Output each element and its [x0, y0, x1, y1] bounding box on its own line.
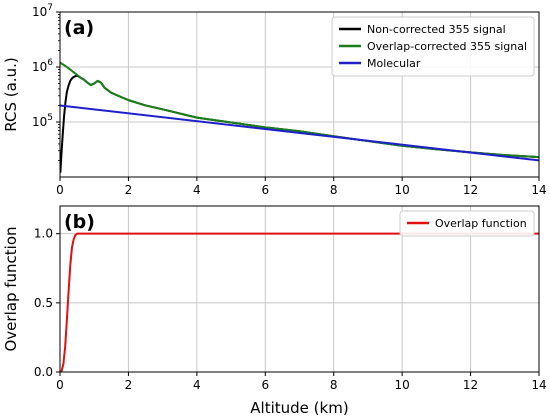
x-tick-label: 10 — [395, 378, 410, 392]
x-tick-label: 14 — [531, 378, 546, 392]
series-line-0 — [60, 232, 539, 372]
panel-label: (b) — [64, 211, 95, 233]
y-tick-label: 0.0 — [34, 365, 53, 379]
x-tick-label: 14 — [531, 183, 546, 197]
series-line-1 — [60, 61, 539, 159]
x-tick-label: 12 — [463, 183, 478, 197]
x-tick-label: 0 — [56, 183, 64, 197]
x-tick-label: 6 — [261, 378, 269, 392]
legend-label: Overlap function — [435, 217, 527, 230]
y-tick-label: 0.5 — [34, 296, 53, 310]
y-axis-label: RCS (a.u.) — [2, 57, 20, 131]
panel-a-chart: 0 2 4 6 8 10 12 14 105 106 107 RCS (a.u.) (a) Non-cor… — [2, 3, 547, 197]
x-tick-label: 2 — [125, 183, 133, 197]
y-axis-label: Overlap function — [2, 226, 20, 351]
y-tick-label: 105 — [32, 113, 53, 129]
x-tick-label: 12 — [463, 378, 478, 392]
panel-b-chart: 0 2 4 6 8 10 12 14 0.0 0.5 1.0 Overlap function Alti… — [2, 205, 547, 417]
y-tick-label: 1.0 — [34, 227, 53, 241]
x-tick-label: 10 — [395, 183, 410, 197]
y-tick-label: 106 — [32, 58, 53, 74]
legend-label: Non-corrected 355 signal — [367, 23, 506, 36]
series-line-2 — [60, 104, 539, 162]
panel-label: (a) — [64, 17, 94, 39]
plot-frame — [59, 205, 540, 373]
legend-label: Overlap-corrected 355 signal — [367, 40, 527, 53]
x-tick-label: 0 — [56, 378, 64, 392]
y-tick-label: 107 — [32, 3, 53, 19]
x-axis-label: Altitude (km) — [250, 399, 348, 417]
series-line-0 — [60, 74, 539, 173]
x-tick-label: 4 — [193, 378, 201, 392]
legend-label: Molecular — [367, 57, 421, 70]
legend-box — [399, 210, 535, 237]
x-tick-label: 6 — [261, 183, 269, 197]
legend-box — [331, 16, 535, 77]
x-tick-label: 8 — [330, 378, 338, 392]
x-tick-label: 4 — [193, 183, 201, 197]
x-tick-label: 8 — [330, 183, 338, 197]
plot-frame — [59, 11, 540, 178]
x-tick-label: 2 — [125, 378, 133, 392]
